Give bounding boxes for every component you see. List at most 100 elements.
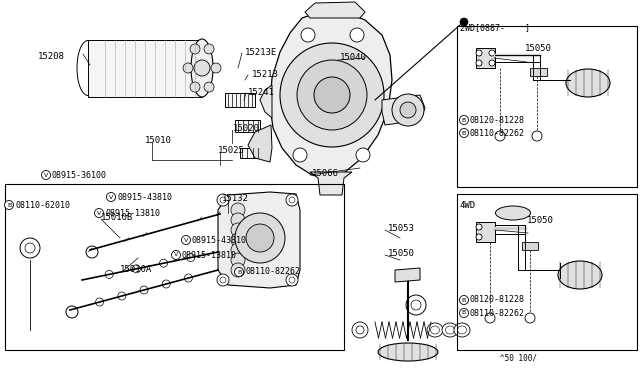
Ellipse shape (495, 206, 531, 220)
Circle shape (476, 224, 482, 230)
Circle shape (489, 60, 495, 66)
Circle shape (106, 192, 115, 202)
Text: V: V (184, 237, 188, 243)
Text: 08915-13810: 08915-13810 (182, 250, 237, 260)
Polygon shape (88, 40, 202, 97)
Circle shape (118, 292, 126, 300)
Ellipse shape (442, 323, 458, 337)
Text: 15132: 15132 (222, 193, 249, 202)
Ellipse shape (378, 343, 438, 361)
Circle shape (289, 197, 295, 203)
Circle shape (184, 274, 193, 282)
Text: 08110-82262: 08110-82262 (470, 308, 525, 317)
Text: 08110-82262: 08110-82262 (470, 128, 525, 138)
Circle shape (460, 115, 468, 125)
Circle shape (476, 50, 482, 56)
Polygon shape (270, 12, 392, 178)
Polygon shape (218, 192, 300, 288)
Circle shape (314, 77, 350, 113)
Text: B: B (462, 298, 466, 302)
Circle shape (204, 82, 214, 92)
Text: V: V (44, 173, 48, 177)
Text: 08120-81228: 08120-81228 (470, 115, 525, 125)
Text: B: B (462, 311, 466, 315)
Text: 15208: 15208 (38, 51, 65, 61)
Circle shape (411, 300, 421, 310)
Circle shape (220, 197, 226, 203)
Text: 15010A: 15010A (120, 266, 152, 275)
Text: B: B (7, 202, 11, 208)
Circle shape (231, 253, 245, 267)
Circle shape (489, 50, 495, 56)
Bar (235, 120, 260, 132)
Text: 15040: 15040 (340, 52, 367, 61)
Circle shape (66, 306, 78, 318)
Polygon shape (248, 125, 272, 162)
Circle shape (187, 254, 195, 262)
Bar (240, 148, 262, 158)
Bar (5, 184, 344, 350)
Circle shape (460, 128, 468, 138)
Circle shape (235, 213, 285, 263)
Circle shape (460, 18, 468, 26)
Circle shape (485, 313, 495, 323)
Text: 15050: 15050 (525, 44, 552, 52)
Circle shape (217, 274, 229, 286)
Text: 15213: 15213 (252, 70, 279, 78)
Bar (457, 194, 637, 350)
Text: 15241: 15241 (248, 87, 275, 96)
Text: 2WD[0887-    ]: 2WD[0887- ] (460, 23, 530, 32)
Circle shape (476, 234, 482, 240)
Ellipse shape (566, 69, 610, 97)
Circle shape (172, 250, 180, 260)
Text: 15010: 15010 (145, 135, 172, 144)
Circle shape (234, 267, 243, 276)
Circle shape (194, 60, 210, 76)
Text: 15050: 15050 (388, 248, 415, 257)
Circle shape (286, 194, 298, 206)
Polygon shape (310, 172, 352, 195)
Ellipse shape (445, 326, 454, 334)
Circle shape (217, 194, 229, 206)
Circle shape (105, 270, 113, 278)
Circle shape (532, 131, 542, 141)
Circle shape (289, 277, 295, 283)
Circle shape (20, 238, 40, 258)
Circle shape (286, 274, 298, 286)
Circle shape (162, 280, 170, 288)
Circle shape (525, 313, 535, 323)
Circle shape (476, 60, 482, 66)
Bar (225, 93, 255, 107)
Ellipse shape (458, 326, 467, 334)
Ellipse shape (427, 323, 443, 337)
Text: B: B (462, 118, 466, 122)
Polygon shape (382, 95, 425, 125)
Text: 08120-81228: 08120-81228 (470, 295, 525, 305)
Text: 08915-43810: 08915-43810 (117, 192, 172, 202)
Circle shape (406, 295, 426, 315)
Text: ^50 100/: ^50 100/ (500, 353, 537, 362)
Text: 15010B: 15010B (101, 212, 133, 221)
Text: 08915-36100: 08915-36100 (52, 170, 107, 180)
Text: 08915-43810: 08915-43810 (192, 235, 247, 244)
Circle shape (460, 295, 468, 305)
Ellipse shape (191, 39, 213, 97)
Circle shape (95, 208, 104, 218)
Circle shape (231, 263, 245, 277)
Text: 15053: 15053 (388, 224, 415, 232)
Circle shape (356, 326, 364, 334)
Text: 15066: 15066 (312, 169, 339, 177)
Text: 4WD: 4WD (460, 201, 476, 209)
Polygon shape (260, 85, 272, 118)
Text: V: V (109, 195, 113, 199)
Text: 15025: 15025 (218, 145, 245, 154)
Ellipse shape (558, 261, 602, 289)
Ellipse shape (77, 41, 99, 96)
Polygon shape (305, 2, 365, 18)
Circle shape (350, 28, 364, 42)
Circle shape (140, 286, 148, 294)
Circle shape (204, 44, 214, 54)
Text: V: V (174, 253, 178, 257)
Text: B: B (237, 269, 241, 275)
Ellipse shape (454, 323, 470, 337)
